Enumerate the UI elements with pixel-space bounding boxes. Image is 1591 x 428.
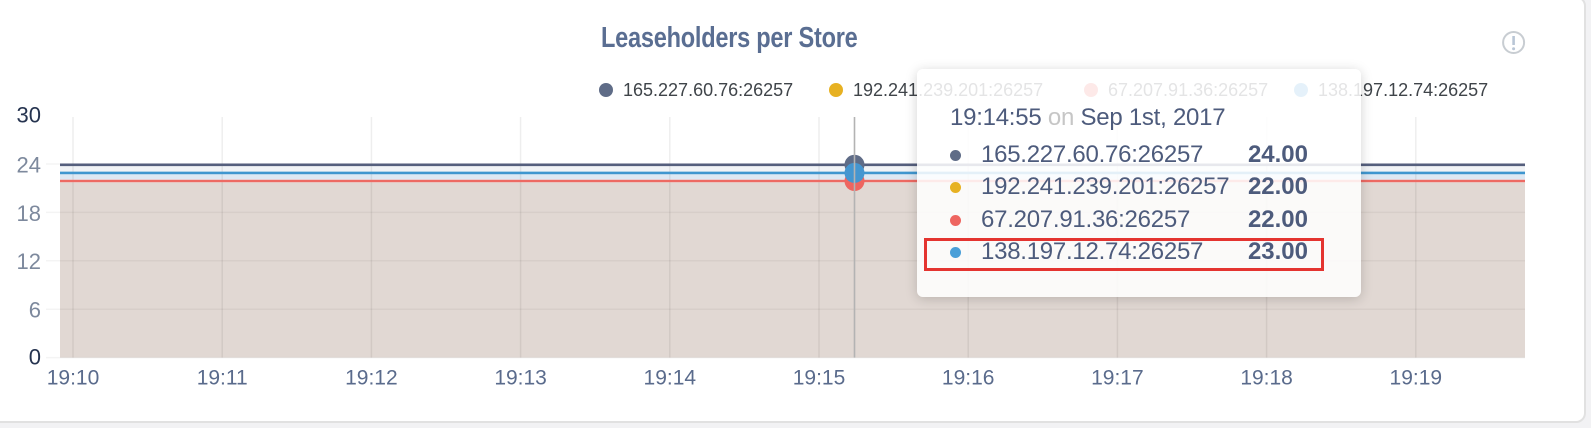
svg-text:0: 0	[29, 345, 41, 370]
svg-text:19:17: 19:17	[1091, 367, 1144, 390]
svg-text:6: 6	[29, 298, 41, 323]
svg-text:12: 12	[17, 249, 41, 274]
svg-text:24: 24	[17, 152, 41, 177]
svg-text:19:11: 19:11	[197, 367, 248, 390]
svg-text:30: 30	[17, 103, 41, 128]
svg-text:19:19: 19:19	[1390, 367, 1443, 390]
svg-text:19:15: 19:15	[793, 367, 846, 390]
svg-text:19:16: 19:16	[942, 367, 995, 390]
svg-text:19:10: 19:10	[47, 367, 100, 390]
svg-text:19:13: 19:13	[494, 367, 547, 390]
svg-text:19:14: 19:14	[644, 367, 697, 390]
svg-text:19:18: 19:18	[1240, 367, 1293, 390]
svg-text:18: 18	[17, 201, 41, 226]
svg-text:19:12: 19:12	[345, 367, 398, 390]
